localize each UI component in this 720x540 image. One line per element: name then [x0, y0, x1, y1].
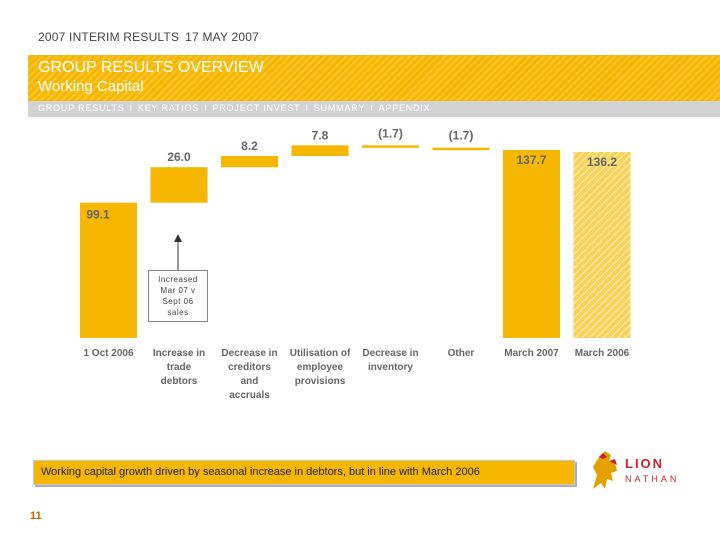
value-label: 136.2: [587, 155, 617, 169]
event-title: 2007 INTERIM RESULTS 17 MAY 2007: [38, 30, 259, 44]
bar-utilisation-of-employee-provisions: [291, 145, 349, 156]
nav-separator: I: [129, 103, 133, 113]
nav-separator: I: [305, 103, 309, 113]
bar-decrease-in-creditors-and-accruals: [221, 155, 278, 168]
waterfall-chart: 99.1 26.0 8.2 7.8 (1.7) (1.7) 137.7 136.2: [80, 126, 631, 338]
bar-decrease-in-inventory: [362, 145, 419, 148]
section-banner: GROUP RESULTS OVERVIEW Working Capital: [28, 55, 720, 101]
category-label: 1 Oct 2006: [83, 348, 134, 359]
category-label: Decrease in creditors and accruals: [221, 348, 278, 401]
value-label: (1.7): [449, 129, 474, 143]
nav-separator: I: [204, 103, 208, 113]
bar-increase-in-trade-debtors: [150, 167, 208, 203]
value-label: 99.1: [86, 208, 110, 222]
banner-subtitle: Working Capital: [38, 78, 144, 95]
bar-march-2007: [503, 149, 560, 338]
page-number: 11: [30, 510, 42, 522]
nav-key-ratios[interactable]: KEY RATIOS: [137, 103, 200, 113]
category-label: March 2007: [504, 348, 559, 359]
nav-summary[interactable]: SUMMARY: [313, 103, 366, 113]
category-label: Utilisation of employee provisions: [289, 348, 351, 387]
annotation-arrow: [174, 234, 182, 270]
nav-links: GROUP RESULTS I KEY RATIOS I PROJECT INVEST I…: [38, 103, 430, 113]
nav-appendix[interactable]: APPENDIX: [378, 103, 431, 113]
category-label: Increase in trade debtors: [152, 348, 206, 387]
lion-nathan-logo: LION NATHAN: [593, 451, 679, 489]
category-label: Decrease in inventory: [362, 348, 419, 373]
category-label: Other: [447, 348, 475, 359]
event-date: 17 MAY 2007: [185, 30, 259, 44]
event-name: 2007 INTERIM RESULTS: [38, 30, 180, 44]
value-label: 8.2: [241, 139, 258, 153]
bar-other: [432, 147, 490, 151]
chart-value-labels: 99.1 26.0 8.2 7.8 (1.7) (1.7) 137.7 136.2: [86, 126, 617, 221]
key-message-box: Working capital growth driven by seasona…: [33, 460, 575, 485]
nav-separator: I: [370, 103, 374, 113]
lion-crest-icon: [593, 451, 617, 489]
value-label: 7.8: [312, 128, 329, 142]
value-label: (1.7): [378, 126, 403, 140]
logo-word-nathan: NATHAN: [625, 474, 679, 484]
value-label: 137.7: [516, 153, 546, 167]
key-message: Working capital growth driven by seasona…: [41, 466, 480, 478]
banner-title: GROUP RESULTS OVERVIEW: [38, 59, 264, 76]
bar-1-oct-2006: [80, 202, 137, 338]
annotation-callout: Increased Mar 07 v Sept 06 sales: [148, 270, 208, 322]
value-label: 26.0: [167, 150, 191, 164]
nav-group-results[interactable]: GROUP RESULTS: [38, 103, 125, 113]
bar-march-2006: [573, 152, 631, 338]
logo-word-lion: LION: [625, 456, 664, 471]
section-nav: GROUP RESULTS I KEY RATIOS I PROJECT INVEST I…: [28, 101, 720, 117]
nav-project-invest[interactable]: PROJECT INVEST: [212, 103, 301, 113]
chart-bars: [80, 145, 631, 338]
category-label: March 2006: [574, 348, 630, 359]
